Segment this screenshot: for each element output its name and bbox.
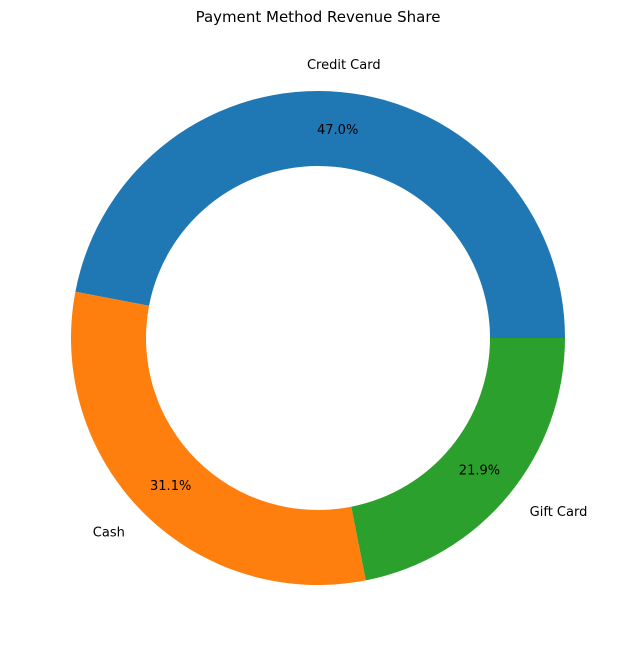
pct-label-gift-card: 21.9%	[459, 464, 500, 479]
slice-label-cash: Cash	[93, 525, 125, 540]
pct-label-credit-card: 47.0%	[317, 123, 358, 138]
slice-cash	[70, 291, 366, 585]
pct-label-cash: 31.1%	[150, 479, 191, 494]
labels-group: 47.0% Credit Card 31.1% Cash 21.9% Gift Card	[93, 58, 588, 540]
slice-credit-card	[75, 91, 565, 339]
slices-group	[70, 91, 565, 585]
slice-label-gift-card: Gift Card	[530, 505, 588, 520]
chart-title: Payment Method Revenue Share	[196, 8, 441, 26]
slice-label-credit-card: Credit Card	[307, 58, 381, 73]
slice-gift-card	[351, 338, 565, 581]
